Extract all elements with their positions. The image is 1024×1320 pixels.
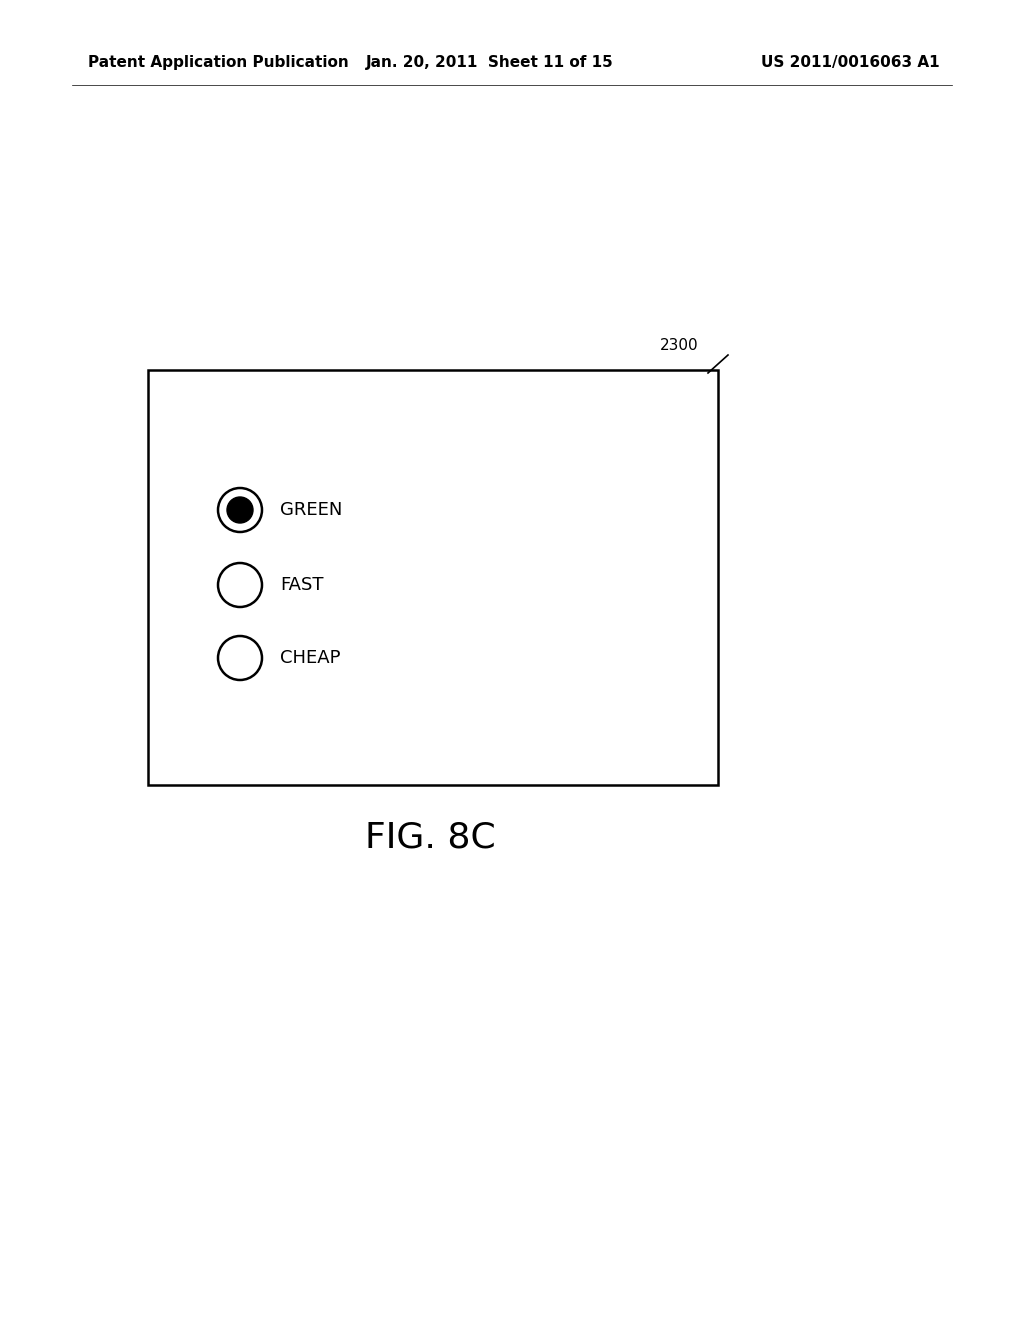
Text: US 2011/0016063 A1: US 2011/0016063 A1 (762, 54, 940, 70)
Ellipse shape (227, 498, 253, 523)
Text: CHEAP: CHEAP (280, 649, 341, 667)
Text: FIG. 8C: FIG. 8C (365, 820, 496, 854)
Text: GREEN: GREEN (280, 502, 342, 519)
Text: FAST: FAST (280, 576, 324, 594)
Text: Jan. 20, 2011  Sheet 11 of 15: Jan. 20, 2011 Sheet 11 of 15 (367, 54, 613, 70)
Bar (148, 370, 718, 785)
Text: Patent Application Publication: Patent Application Publication (88, 54, 349, 70)
Text: 2300: 2300 (660, 338, 698, 352)
